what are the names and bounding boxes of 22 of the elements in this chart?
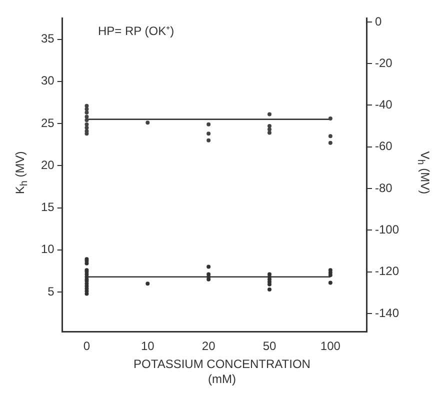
- x-tick-label: 100: [320, 339, 341, 354]
- y-tick-label: 35: [40, 32, 55, 46]
- y-tick-label: 15: [40, 200, 55, 214]
- x-tick-label: 0: [83, 339, 90, 354]
- y-tick-label: 20: [40, 158, 55, 172]
- x-tick-label: 10: [140, 339, 155, 354]
- x-axis-title: POTASSIUM CONCENTRATION (mM): [132, 357, 312, 387]
- x-tick-label: 50: [262, 339, 276, 354]
- y-tick-label: 5: [48, 284, 55, 298]
- y-tick-label: 30: [40, 74, 55, 88]
- y2-tick-label: -80: [374, 180, 393, 195]
- y-tick-label: 10: [40, 242, 55, 256]
- y2-tick-label: -20: [374, 56, 393, 70]
- y-tick-label: 25: [40, 116, 55, 130]
- x-tick-label: 20: [202, 339, 216, 354]
- y2-tick-label: -40: [374, 98, 393, 112]
- y2-tick-label: -60: [374, 139, 393, 154]
- y2-tick-label: -140: [374, 306, 400, 320]
- y2-tick-label: -120: [374, 264, 400, 278]
- y2-tick-label: -100: [374, 222, 400, 236]
- y2-tick-label: 0: [374, 14, 382, 28]
- annotation: HP= RP (OK⁺): [98, 23, 174, 39]
